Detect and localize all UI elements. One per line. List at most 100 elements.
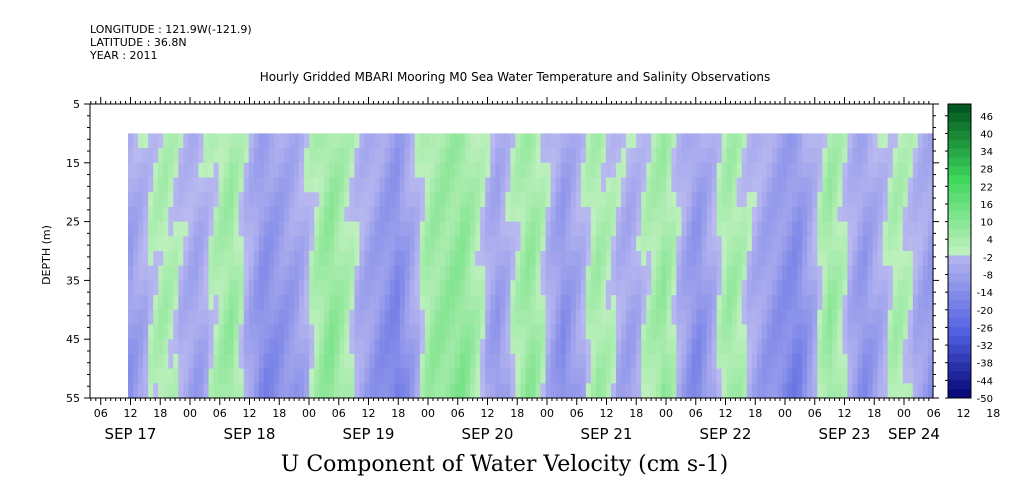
heatmap-cell bbox=[465, 383, 471, 399]
heatmap-cell bbox=[384, 236, 391, 252]
heatmap-cell bbox=[158, 353, 164, 370]
heatmap-cell bbox=[887, 265, 894, 281]
heatmap-cell bbox=[163, 221, 169, 237]
heatmap-cell bbox=[485, 265, 491, 281]
heatmap-cell bbox=[575, 177, 582, 193]
heatmap-cell bbox=[133, 383, 139, 399]
heatmap-cell bbox=[289, 309, 295, 326]
heatmap-cell bbox=[409, 383, 416, 399]
heatmap-cell bbox=[480, 162, 486, 179]
colorbar-bin bbox=[948, 130, 971, 141]
heatmap-cell bbox=[691, 280, 698, 296]
heatmap-cell bbox=[218, 280, 225, 296]
heatmap-cell bbox=[837, 148, 844, 164]
heatmap-cell bbox=[304, 309, 310, 326]
heatmap-cell bbox=[787, 206, 793, 223]
heatmap-cell bbox=[817, 148, 823, 164]
heatmap-cell bbox=[646, 236, 652, 252]
heatmap-cell bbox=[128, 221, 134, 237]
x-day-label: SEP 21 bbox=[581, 425, 633, 443]
heatmap-cell bbox=[178, 177, 184, 193]
heatmap-cell bbox=[329, 368, 335, 384]
heatmap-cell bbox=[611, 221, 617, 237]
colorbar-bin bbox=[948, 380, 971, 390]
heatmap-cell bbox=[817, 324, 823, 340]
heatmap-cell bbox=[676, 148, 683, 164]
heatmap-cell bbox=[565, 206, 572, 223]
colorbar-bin bbox=[948, 157, 971, 167]
heatmap-cell bbox=[782, 309, 788, 326]
heatmap-cell bbox=[329, 177, 335, 193]
heatmap-cell bbox=[882, 148, 889, 164]
heatmap-cell bbox=[902, 324, 909, 340]
heatmap-cell bbox=[711, 309, 718, 326]
heatmap-cell bbox=[605, 339, 612, 355]
heatmap-cell bbox=[651, 177, 657, 193]
heatmap-cell bbox=[882, 251, 889, 267]
heatmap-cell bbox=[852, 383, 859, 399]
heatmap-cell bbox=[872, 280, 879, 296]
heatmap-cell bbox=[721, 339, 728, 355]
heatmap-cell bbox=[867, 265, 874, 281]
heatmap-cell bbox=[787, 324, 793, 340]
heatmap-cell bbox=[761, 251, 768, 267]
heatmap-cell bbox=[616, 192, 622, 208]
heatmap-cell bbox=[746, 236, 753, 252]
heatmap-cell bbox=[636, 236, 642, 252]
heatmap-cell bbox=[480, 383, 486, 399]
heatmap-cell bbox=[907, 368, 914, 384]
heatmap-cell bbox=[485, 206, 491, 223]
heatmap-cell bbox=[887, 251, 894, 267]
heatmap-cell bbox=[223, 265, 230, 281]
heatmap-cell bbox=[877, 221, 884, 237]
heatmap-cell bbox=[626, 133, 632, 149]
heatmap-cell bbox=[666, 221, 672, 237]
heatmap-cell bbox=[746, 324, 753, 340]
heatmap-cell bbox=[444, 295, 451, 311]
heatmap-cell bbox=[233, 295, 240, 311]
heatmap-cell bbox=[193, 353, 200, 370]
heatmap-cell bbox=[585, 192, 592, 208]
heatmap-cell bbox=[450, 383, 456, 399]
heatmap-cell bbox=[595, 206, 602, 223]
heatmap-cell bbox=[787, 192, 793, 208]
heatmap-cell bbox=[273, 133, 280, 149]
heatmap-cell bbox=[278, 309, 285, 326]
heatmap-cell bbox=[455, 368, 461, 384]
heatmap-cell bbox=[842, 265, 849, 281]
heatmap-cell bbox=[917, 383, 924, 399]
heatmap-cell bbox=[787, 148, 793, 164]
heatmap-cell bbox=[278, 221, 285, 237]
heatmap-cell bbox=[143, 221, 149, 237]
heatmap-cell bbox=[842, 192, 849, 208]
heatmap-cell bbox=[258, 339, 265, 355]
heatmap-cell bbox=[671, 280, 678, 296]
heatmap-cell bbox=[289, 148, 295, 164]
heatmap-cell bbox=[882, 368, 889, 384]
heatmap-cell bbox=[188, 280, 195, 296]
heatmap-cell bbox=[605, 177, 612, 193]
heatmap-cell bbox=[636, 177, 642, 193]
heatmap-cell bbox=[676, 236, 683, 252]
heatmap-cell bbox=[616, 324, 622, 340]
heatmap-cell bbox=[691, 324, 698, 340]
heatmap-cell bbox=[912, 280, 919, 296]
heatmap-cell bbox=[173, 162, 179, 179]
heatmap-cell bbox=[772, 148, 778, 164]
heatmap-cell bbox=[203, 133, 210, 149]
heatmap-cell bbox=[545, 383, 552, 399]
heatmap-cell bbox=[228, 221, 235, 237]
heatmap-cell bbox=[429, 324, 436, 340]
heatmap-cell bbox=[616, 295, 622, 311]
heatmap-cell bbox=[490, 206, 496, 223]
heatmap-cell bbox=[268, 353, 275, 370]
heatmap-cell bbox=[500, 265, 506, 281]
heatmap-cell bbox=[646, 383, 652, 399]
heatmap-cell bbox=[721, 383, 728, 399]
heatmap-cell bbox=[525, 221, 532, 237]
heatmap-cell bbox=[379, 339, 386, 355]
heatmap-cell bbox=[731, 148, 738, 164]
heatmap-cell bbox=[128, 309, 134, 326]
heatmap-cell bbox=[148, 309, 154, 326]
